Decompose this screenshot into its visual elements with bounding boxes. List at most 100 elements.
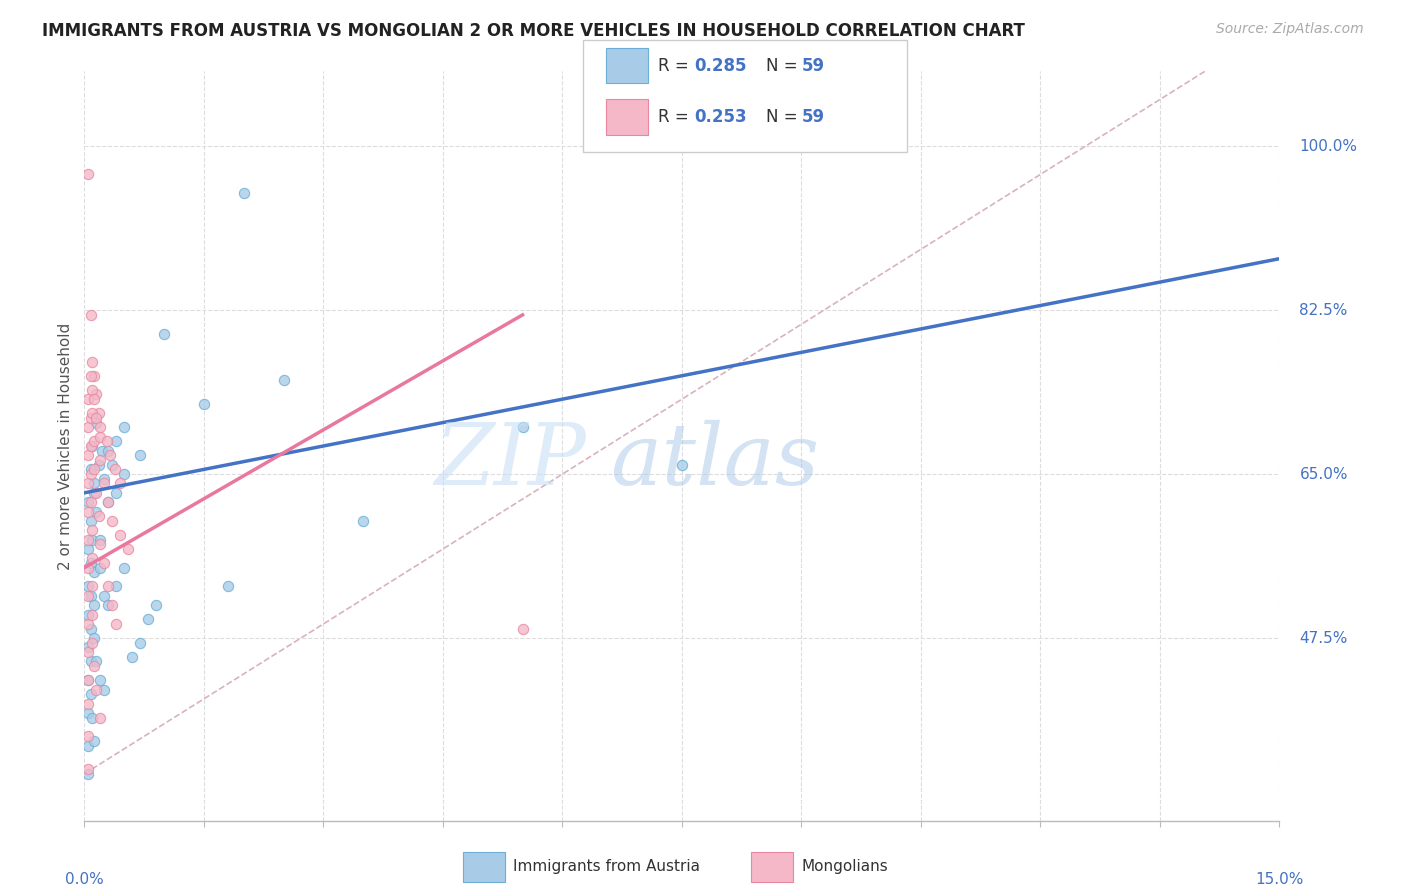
Point: [89, 430, 111, 444]
Point: [110, 476, 132, 491]
Point: [80, 622, 103, 636]
Point: [80, 439, 103, 453]
Point: [77, 607, 100, 622]
Point: [105, 580, 128, 594]
Point: [97, 495, 120, 509]
Text: 59: 59: [801, 108, 824, 126]
Text: N =: N =: [766, 56, 803, 75]
Point: [80, 462, 103, 476]
Point: [77, 673, 100, 688]
Point: [89, 453, 111, 467]
Point: [83, 476, 105, 491]
Point: [153, 326, 176, 341]
Point: [512, 420, 534, 434]
Point: [80, 514, 103, 528]
Point: [77, 767, 100, 781]
Point: [77, 168, 100, 182]
Point: [83, 434, 105, 449]
Point: [83, 368, 105, 383]
Point: [83, 734, 105, 748]
Point: [77, 673, 100, 688]
Text: ZIP: ZIP: [434, 419, 586, 502]
Point: [86, 416, 108, 430]
Point: [86, 410, 108, 425]
Point: [83, 392, 105, 407]
Point: [93, 556, 115, 570]
Point: [87, 406, 110, 420]
Point: [77, 392, 100, 407]
Point: [112, 561, 135, 575]
Text: 59: 59: [801, 56, 824, 75]
Text: Source: ZipAtlas.com: Source: ZipAtlas.com: [1216, 22, 1364, 37]
Text: atlas: atlas: [610, 419, 820, 502]
Point: [89, 561, 111, 575]
Point: [77, 533, 100, 547]
Point: [82, 607, 104, 622]
Point: [671, 458, 693, 472]
Point: [97, 443, 120, 458]
Point: [93, 472, 115, 486]
Text: IMMIGRANTS FROM AUSTRIA VS MONGOLIAN 2 OR MORE VEHICLES IN HOUSEHOLD CORRELATION: IMMIGRANTS FROM AUSTRIA VS MONGOLIAN 2 O…: [42, 22, 1025, 40]
Point: [80, 655, 103, 669]
Point: [83, 566, 105, 580]
Point: [86, 682, 108, 697]
Text: N =: N =: [766, 108, 803, 126]
Point: [83, 599, 105, 613]
Point: [93, 589, 115, 603]
Point: [82, 355, 104, 369]
Text: 47.5%: 47.5%: [1299, 631, 1348, 646]
Point: [77, 762, 100, 776]
Point: [145, 599, 167, 613]
Point: [80, 589, 103, 603]
Point: [82, 710, 104, 724]
Point: [77, 640, 100, 655]
Point: [80, 556, 103, 570]
Point: [77, 589, 100, 603]
Point: [77, 420, 100, 434]
Point: [77, 706, 100, 720]
Point: [82, 551, 104, 566]
Point: [110, 528, 132, 542]
Point: [80, 308, 103, 322]
Point: [217, 580, 239, 594]
Text: 15.0%: 15.0%: [1256, 872, 1303, 888]
Point: [352, 514, 374, 528]
Text: Immigrants from Austria: Immigrants from Austria: [513, 859, 700, 873]
Point: [77, 449, 100, 463]
Point: [89, 710, 111, 724]
Point: [104, 462, 127, 476]
Point: [96, 434, 118, 449]
Point: [89, 537, 111, 551]
Point: [82, 406, 104, 420]
Text: R =: R =: [658, 108, 695, 126]
Point: [80, 495, 103, 509]
Point: [77, 495, 100, 509]
Point: [117, 542, 139, 557]
Point: [97, 580, 120, 594]
Point: [82, 524, 104, 538]
Point: [80, 368, 103, 383]
Point: [93, 682, 115, 697]
Point: [86, 485, 108, 500]
Point: [77, 476, 100, 491]
Point: [89, 533, 111, 547]
Point: [89, 673, 111, 688]
Point: [77, 561, 100, 575]
Point: [86, 505, 108, 519]
Point: [77, 580, 100, 594]
Point: [232, 186, 254, 201]
Point: [105, 434, 128, 449]
Point: [129, 449, 152, 463]
Point: [193, 397, 215, 411]
Point: [77, 730, 100, 744]
Point: [83, 485, 105, 500]
Point: [83, 659, 105, 673]
Text: R =: R =: [658, 56, 695, 75]
Point: [112, 467, 135, 482]
Point: [98, 449, 121, 463]
Point: [273, 374, 295, 388]
Point: [80, 467, 103, 482]
Point: [82, 533, 104, 547]
Point: [129, 635, 152, 649]
Point: [77, 617, 100, 632]
